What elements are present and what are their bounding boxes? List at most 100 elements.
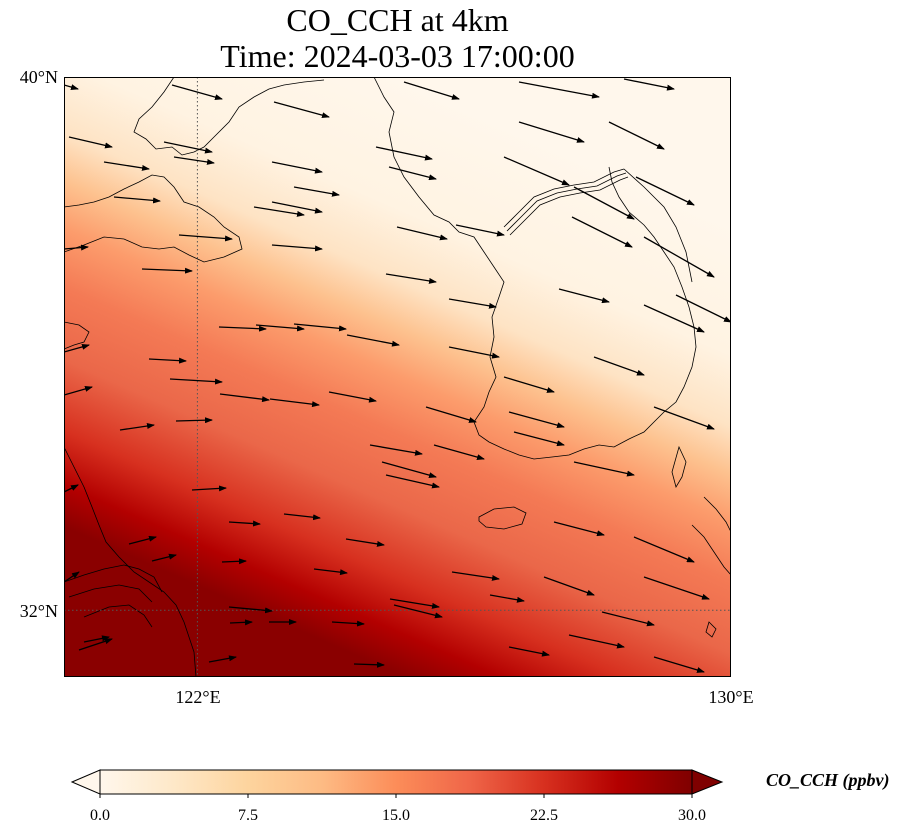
wind-vector xyxy=(313,568,348,576)
wind-vector xyxy=(64,84,79,90)
concentration-field xyxy=(64,77,731,677)
wind-vector xyxy=(403,81,460,100)
wind-vector xyxy=(381,461,437,479)
wind-vector xyxy=(451,571,500,581)
wind-vector xyxy=(148,357,187,364)
wind-vector xyxy=(396,226,448,241)
wind-vector xyxy=(518,121,585,143)
title-line-2: Time: 2024-03-03 17:00:00 xyxy=(220,38,575,74)
wind-vector xyxy=(635,176,695,206)
wind-vector xyxy=(503,156,570,186)
colorbar-extend-max xyxy=(691,769,724,795)
wind-vector xyxy=(553,521,605,537)
wind-vector xyxy=(448,298,497,309)
wind-vector xyxy=(353,661,385,668)
wind-vector xyxy=(675,294,731,323)
wind-vector xyxy=(269,398,320,408)
wind-vector xyxy=(229,619,253,626)
wind-vector xyxy=(573,186,635,220)
wind-vector xyxy=(568,634,625,649)
wind-vector xyxy=(173,156,215,165)
wind-vector xyxy=(653,406,715,430)
wind-vector xyxy=(508,411,565,429)
gridlines xyxy=(64,77,731,677)
wind-vector xyxy=(271,244,323,252)
wind-vector xyxy=(64,386,93,396)
wind-vector xyxy=(119,423,155,431)
colorbar-tick-3: 22.5 xyxy=(530,807,558,824)
wind-vector xyxy=(78,638,113,651)
wind-vector xyxy=(208,655,237,663)
colorbar-tick-1: 7.5 xyxy=(238,807,258,824)
colorbar-title: CO_CCH (ppbv) xyxy=(766,770,890,790)
wind-vector xyxy=(128,535,157,545)
wind-vector xyxy=(64,244,89,251)
wind-vector xyxy=(385,474,440,489)
wind-vector xyxy=(331,620,365,627)
wind-vector xyxy=(643,304,705,333)
wind-vector xyxy=(113,196,161,204)
colorbar-extend-min xyxy=(70,769,101,795)
wind-vector xyxy=(103,161,150,171)
wind-vector xyxy=(543,576,595,596)
wind-vector xyxy=(228,520,261,527)
wind-vector xyxy=(228,606,273,614)
wind-vector xyxy=(141,267,193,274)
map-panel[interactable] xyxy=(64,77,731,677)
wind-vector xyxy=(433,444,485,461)
wind-vector xyxy=(64,571,80,583)
wind-vector xyxy=(271,161,323,174)
wind-vector xyxy=(558,288,610,304)
wind-vector xyxy=(191,485,227,492)
lon-label-122: 122°E xyxy=(175,687,221,707)
colorbar xyxy=(70,769,724,798)
wind-vector xyxy=(221,558,247,565)
colorbar-tick-2: 15.0 xyxy=(382,807,410,824)
wind-vector xyxy=(293,323,347,332)
wind-vector xyxy=(271,201,323,214)
wind-vector xyxy=(489,594,525,603)
wind-vector xyxy=(518,81,600,99)
colorbar-tick-4: 30.0 xyxy=(678,807,706,824)
wind-vector xyxy=(68,136,113,149)
wind-vector xyxy=(633,536,695,563)
wind-vector xyxy=(369,444,423,456)
lon-label-130: 130°E xyxy=(708,687,754,707)
map-canvas xyxy=(64,77,731,677)
wind-vector xyxy=(64,484,79,493)
wind-vector xyxy=(346,334,400,347)
wind-vector xyxy=(513,431,565,447)
wind-vector xyxy=(273,101,330,119)
wind-vector xyxy=(508,646,550,657)
wind-vector xyxy=(169,378,223,385)
wind-vector xyxy=(388,166,437,181)
wind-vector xyxy=(571,216,633,248)
wind-vector xyxy=(83,635,110,643)
title-line-1: CO_CCH at 4km xyxy=(286,2,509,38)
wind-vector xyxy=(178,234,233,242)
colorbar-tick-0: 0.0 xyxy=(90,807,110,824)
wind-vector xyxy=(345,538,385,547)
wind-vector xyxy=(455,224,505,237)
wind-vector xyxy=(653,656,705,673)
wind-vector xyxy=(393,604,443,619)
wind-vector xyxy=(64,343,90,353)
wind-vector xyxy=(425,406,477,423)
wind-vector xyxy=(643,236,715,278)
wind-vector xyxy=(623,78,675,91)
map-title: CO_CCH at 4km Time: 2024-03-03 17:00:00 xyxy=(64,2,731,74)
wind-vector xyxy=(283,513,321,521)
wind-vector xyxy=(389,598,440,609)
wind-vector xyxy=(218,325,267,332)
wind-vector xyxy=(293,186,340,197)
wind-vector xyxy=(328,391,377,403)
coastlines xyxy=(64,77,731,677)
wind-vector xyxy=(255,324,305,332)
wind-vector xyxy=(219,393,270,403)
wind-vector xyxy=(175,417,213,424)
colorbar-gradient xyxy=(99,769,693,795)
wind-vector xyxy=(593,356,645,376)
wind-vector xyxy=(385,273,437,284)
wind-vector xyxy=(375,146,433,161)
wind-vector xyxy=(601,611,655,627)
